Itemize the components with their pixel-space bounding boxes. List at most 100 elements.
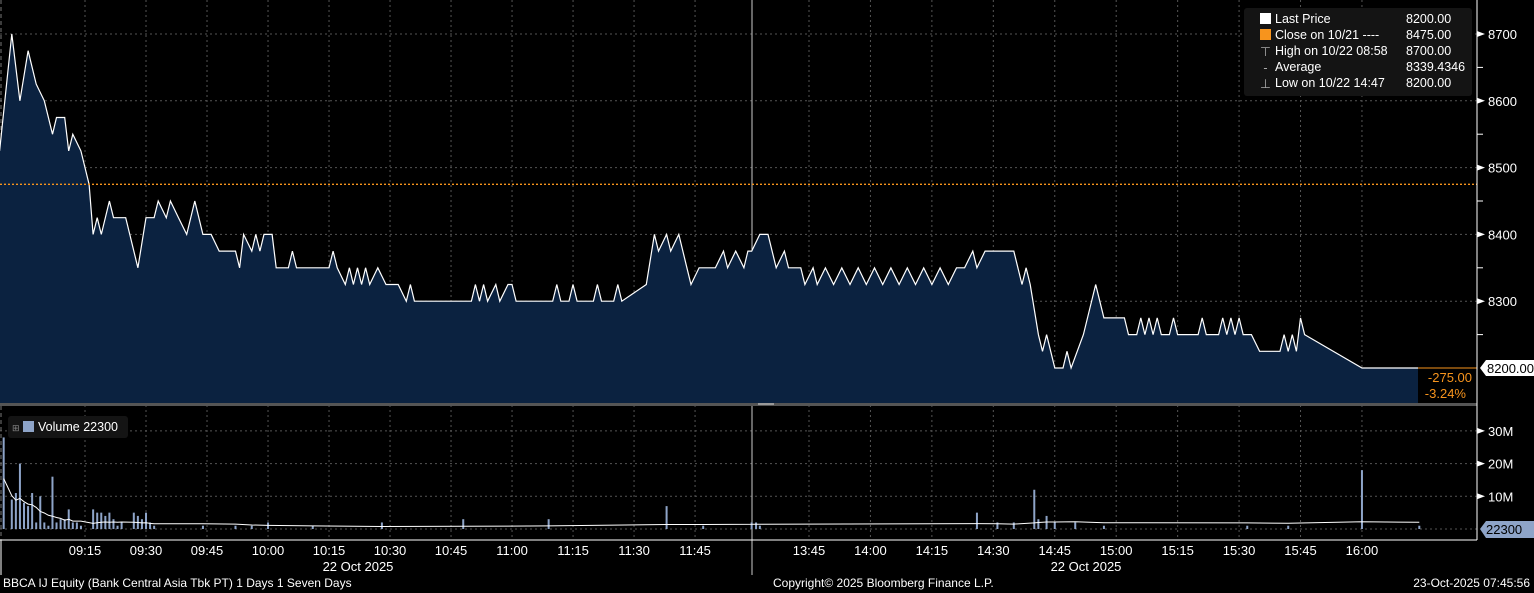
legend-value: 8339.4346 <box>1406 60 1466 74</box>
x-tick-label: 10:45 <box>435 543 468 558</box>
legend-value: 8475.00 <box>1406 28 1452 42</box>
volume-bar <box>132 512 135 529</box>
volume-bar <box>100 512 103 529</box>
volume-bar <box>702 525 705 529</box>
footer-copyright: Copyright© 2025 Bloomberg Finance L.P. <box>773 576 994 590</box>
x-tick-label: 15:45 <box>1284 543 1317 558</box>
axes: 09:15 09:30 09:45 10:00 10:15 10:30 10:45 11:00… <box>0 0 1534 575</box>
volume-bar <box>39 496 42 529</box>
legend-value: 8700.00 <box>1406 44 1452 58</box>
volume-swatch-icon <box>23 421 35 432</box>
volume-bar <box>18 463 21 529</box>
volume-bar <box>79 525 82 529</box>
volume-bar <box>547 519 550 529</box>
volume-bar <box>149 522 152 529</box>
volume-bar <box>201 525 204 529</box>
volume-bar <box>116 525 119 529</box>
x-tick-label: 16:00 <box>1346 543 1379 558</box>
volume-bar <box>140 519 143 529</box>
volume-panel <box>2 437 1421 529</box>
x-tick-label: 14:15 <box>916 543 949 558</box>
date-label-morning: 22 Oct 2025 <box>323 559 394 574</box>
price-tick-label: 8400 <box>1488 227 1517 242</box>
white-square-icon <box>1260 13 1271 24</box>
volume-bar <box>758 525 761 529</box>
x-tick-label: 11:45 <box>679 543 711 558</box>
volume-tick-label: 10M <box>1488 489 1513 504</box>
legend-low: ⊥ Low on 10/22 14:47 8200.00 <box>1260 76 1452 91</box>
volume-bar <box>1102 525 1105 529</box>
volume-last-tag <box>1480 521 1534 538</box>
change-percent: -3.24% <box>1425 386 1467 401</box>
volume-average-line <box>3 478 1420 528</box>
volume-bar <box>1418 525 1421 529</box>
last-price-label: 8200.00 <box>1487 361 1534 376</box>
price-tick-label: 8700 <box>1488 27 1517 42</box>
tick-arrow <box>1477 298 1485 305</box>
panel-separator <box>0 403 1477 406</box>
volume-bar <box>380 522 383 529</box>
volume-legend: ⊞ Volume 22300 <box>8 416 128 438</box>
volume-bar <box>112 519 115 529</box>
volume-bar <box>23 502 25 529</box>
expand-icon[interactable]: ⊞ <box>12 423 20 433</box>
volume-bar <box>2 437 5 529</box>
volume-bar <box>47 525 50 529</box>
tick-arrow <box>1477 231 1485 238</box>
price-tick-label: 8600 <box>1488 94 1517 109</box>
volume-bar <box>43 522 46 529</box>
volume-bar <box>31 493 34 529</box>
price-panel: -275.00-3.24% <box>0 33 1477 403</box>
x-tick-label: 14:30 <box>977 543 1010 558</box>
volume-bar <box>145 512 148 529</box>
price-legend: Last Price 8200.00 Close on 10/21 ---- 847… <box>1244 8 1472 96</box>
tick-arrow <box>1477 460 1485 467</box>
x-tick-label: 10:30 <box>374 543 407 558</box>
x-tick-label: 10:15 <box>313 543 346 558</box>
panel-resize-handle <box>758 403 774 405</box>
volume-bar <box>35 522 38 529</box>
price-tick-label: 8500 <box>1488 161 1517 176</box>
volume-bar <box>665 506 668 529</box>
average-marker-icon: - <box>1263 61 1268 75</box>
tick-arrow <box>1477 97 1485 104</box>
volume-bar <box>1037 519 1040 529</box>
volume-tick-label: 20M <box>1488 457 1513 472</box>
volume-bar <box>1053 522 1056 529</box>
legend-average: - Average 8339.4346 <box>1260 59 1468 75</box>
price-tick-label: 8300 <box>1488 294 1517 309</box>
legend-value: 8200.00 <box>1406 12 1452 26</box>
x-tick-label: 09:15 <box>69 543 102 558</box>
volume-bar <box>59 519 62 529</box>
grid <box>0 0 1477 575</box>
volume-bar <box>750 522 753 529</box>
volume-bar <box>975 512 978 529</box>
tick-arrow <box>1477 427 1485 434</box>
volume-bar <box>55 522 58 529</box>
volume-bar <box>10 499 13 529</box>
x-tick-label: 09:30 <box>130 543 163 558</box>
tick-arrow <box>1477 31 1485 37</box>
volume-bar <box>63 519 66 529</box>
x-tick-label: 11:00 <box>496 543 528 558</box>
legend-value: 8200.00 <box>1406 76 1452 90</box>
legend-high: ⊤ High on 10/22 08:58 8700.00 <box>1260 44 1452 59</box>
volume-bar <box>311 525 314 529</box>
tick-arrow <box>1477 164 1485 171</box>
volume-bar <box>108 512 111 529</box>
x-tick-label: 14:45 <box>1038 543 1071 558</box>
volume-bar <box>996 522 999 529</box>
volume-bar <box>1246 525 1249 529</box>
volume-bar <box>96 512 99 529</box>
x-tick-label: 09:45 <box>191 543 224 558</box>
volume-bar <box>92 509 95 529</box>
x-tick-label: 11:30 <box>618 543 650 558</box>
footer-security: BBCA IJ Equity (Bank Central Asia Tbk PT… <box>3 576 352 590</box>
x-tick-label: 11:15 <box>557 543 589 558</box>
tick-arrow <box>1477 493 1485 500</box>
legend-close: Close on 10/21 ---- 8475.00 <box>1260 27 1468 43</box>
footer-timestamp: 23-Oct-2025 07:45:56 <box>1413 576 1530 590</box>
volume-bar <box>51 476 54 529</box>
volume-bar <box>755 522 758 529</box>
